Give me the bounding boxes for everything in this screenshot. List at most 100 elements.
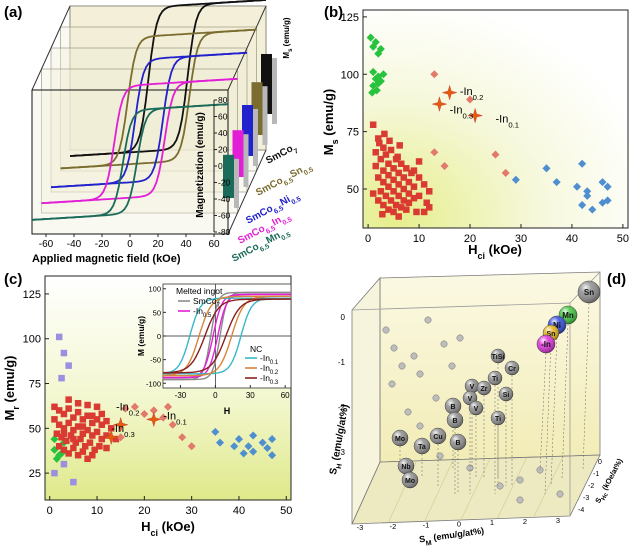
- c-xtick-label: 40: [233, 505, 245, 517]
- d-ztick-label: 0: [341, 313, 346, 322]
- b-point: [394, 154, 401, 161]
- c-point: [51, 416, 58, 423]
- c-point: [65, 396, 72, 403]
- d-small-marker: [417, 371, 423, 377]
- c-point: [80, 448, 87, 455]
- d-sphere-label: Cu: [433, 434, 442, 441]
- b-xtick-label: 10: [413, 233, 425, 245]
- b-point: [376, 140, 383, 147]
- b-point: [372, 149, 379, 156]
- b-ytick-label: 50: [347, 184, 359, 196]
- panel-c-ylabel: Mr (emu/g): [2, 356, 21, 421]
- b-ytick-label: 125: [341, 12, 359, 24]
- c-point: [89, 413, 96, 420]
- d-small-marker: [441, 341, 447, 347]
- c-ytick-label: 75: [29, 379, 41, 391]
- c-point: [61, 350, 68, 357]
- d-small-marker: [449, 363, 455, 369]
- b-point: [396, 142, 403, 149]
- inset-legend-title-1: Melted ingot: [176, 286, 223, 296]
- d-sphere-label: B: [450, 404, 455, 411]
- c-point: [65, 362, 72, 369]
- d-small-marker: [517, 477, 523, 483]
- d-sphere-label: Ta: [418, 444, 426, 451]
- c-ytick-label: 25: [29, 468, 41, 480]
- c-point: [51, 470, 58, 477]
- panel-a-xlabel: Applied magnetic field (kOe): [32, 253, 181, 265]
- d-small-marker: [517, 497, 523, 503]
- c-xtick-label: 0: [47, 505, 53, 517]
- d-ytick-label: 0: [598, 459, 602, 466]
- c-xtick-label: 30: [186, 505, 198, 517]
- panel-label-d: (d): [607, 271, 626, 288]
- d-sphere-label: Mn: [562, 311, 574, 320]
- a-ms-bar-cap: [261, 54, 272, 62]
- d-sphere-label: Nb: [401, 464, 410, 471]
- c-point: [89, 452, 96, 459]
- c-point: [70, 479, 77, 486]
- c-point: [94, 429, 101, 436]
- a-xtick-label: 0: [127, 239, 133, 250]
- c-point: [99, 411, 106, 418]
- a-ytick-label: 60: [218, 112, 228, 122]
- d-small-marker: [417, 423, 423, 429]
- d-xtick-label: -1: [423, 521, 430, 530]
- a-ms-bar-cap: [233, 130, 244, 138]
- c-point: [75, 409, 82, 416]
- d-sphere-label: Ti: [492, 376, 498, 383]
- inset-xlabel: H: [224, 406, 231, 416]
- panel-label-a: (a): [4, 4, 22, 21]
- d-sphere-label: V: [474, 406, 479, 413]
- panel-a-bar-axis-label: Ms (emu/g): [282, 17, 294, 58]
- panel-d-3d-scatter: -3-2-10-3 -2 -1 0 1 2 3-4-3-2-10 SnMnNiSn-InTi…: [328, 272, 627, 548]
- b-point: [372, 163, 379, 170]
- d-ytick-label: -1: [593, 471, 599, 478]
- d-small-marker: [557, 491, 563, 497]
- b-point: [379, 211, 386, 218]
- a-ytick-label: 80: [218, 95, 228, 105]
- a-xtick-label: -20: [95, 239, 110, 250]
- d-xtick-label: -2: [390, 522, 397, 531]
- panel-b-xlabel: Hci (kOe): [468, 242, 522, 261]
- b-point: [423, 200, 430, 207]
- c-point: [61, 461, 68, 468]
- c-point: [94, 404, 101, 411]
- a-ytick-label: -20: [218, 178, 231, 188]
- panel-c-xlabel: Hci (kOe): [141, 519, 195, 538]
- d-small-marker: [391, 345, 397, 351]
- d-small-marker: [457, 335, 463, 341]
- d-xtick-label: 0: [457, 519, 461, 528]
- inset-xtick-label: 0: [213, 391, 218, 400]
- b-point: [388, 147, 395, 154]
- panel-a-hysteresis-3d: -60 -40 -20 0 20 40 60-80-60-40-20020406080 Sm…: [32, 0, 315, 267]
- c-point: [80, 423, 87, 430]
- a-ms-bar-cap: [223, 155, 234, 163]
- inset-ylabel: M (emu/g): [136, 316, 146, 356]
- inset-ytick-label: 50: [153, 308, 161, 317]
- a-xtick-label: 40: [180, 239, 192, 250]
- c-point: [87, 439, 94, 446]
- c-point: [61, 430, 68, 437]
- d-ytick-label: -3: [583, 495, 589, 502]
- b-point: [395, 213, 402, 220]
- d-small-marker: [411, 353, 417, 359]
- b-xtick-label: 50: [617, 233, 629, 245]
- figure-canvas: (a) (b) (c) (d) -60 -40 -20 0 20 40 60-80-60-4…: [0, 0, 643, 554]
- b-point: [411, 167, 418, 174]
- d-small-marker: [383, 327, 389, 333]
- d-floor: [352, 455, 600, 524]
- b-point: [421, 209, 428, 216]
- d-sphere-label: Mo: [405, 478, 415, 485]
- c-xtick-label: 10: [91, 505, 103, 517]
- panel-a-ylabel: Magnetization (emu/g): [195, 112, 206, 218]
- a-ms-bar-side: [244, 134, 249, 187]
- a-ms-bar-side: [234, 159, 239, 208]
- b-point: [426, 188, 433, 195]
- c-point: [70, 436, 77, 443]
- d-sphere-label: B: [452, 418, 457, 425]
- a-ms-bar-side: [263, 86, 268, 145]
- b-ytick-label: 100: [341, 69, 359, 81]
- d-small-marker: [433, 395, 439, 401]
- panel-d-zlabel: SH (emu/g/at%): [328, 404, 354, 476]
- c-point: [103, 445, 110, 452]
